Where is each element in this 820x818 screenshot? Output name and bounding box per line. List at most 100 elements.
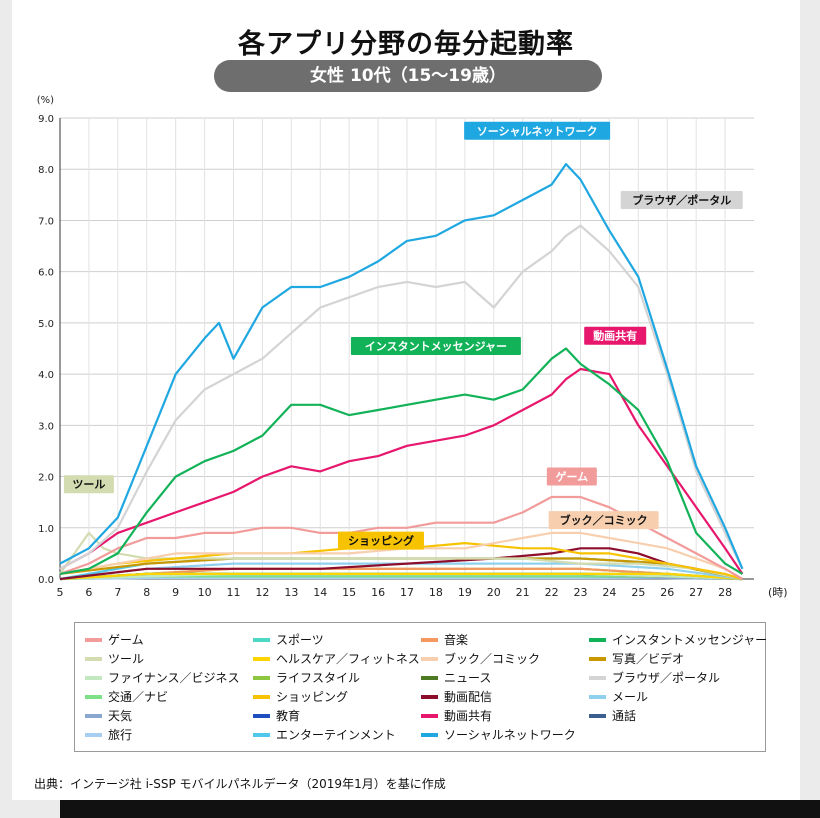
x-tick-label: 20 [487,586,501,599]
legend-item: 天気 [85,707,132,725]
x-tick-label: 21 [516,586,530,599]
series-label-box [548,511,659,530]
series-label: 動画共有 [593,329,637,343]
legend-swatch [589,656,606,661]
x-tick-label: 23 [574,586,588,599]
series-label-box [464,121,611,140]
legend-swatch [85,656,102,661]
y-tick-label: 8.0 [38,165,54,176]
series-label: ゲーム [555,470,588,484]
legend-item: ファイナンス／ビジネス [85,669,240,687]
series-label: インスタントメッセンジャー [365,340,507,353]
legend-item: ゲーム [85,631,144,649]
legend-swatch [85,675,102,680]
legend-label: ニュース [444,671,492,685]
legend-swatch [589,637,606,642]
legend-label: ブラウザ／ポータル [612,671,721,685]
legend-label: 天気 [108,709,133,723]
y-tick-label: 5.0 [38,319,54,330]
x-tick-label: 27 [689,586,703,599]
series-line [59,224,744,570]
y-tick-label: 7.0 [38,216,54,227]
series-line [59,572,743,581]
series-label-box [584,326,647,345]
legend-label: エンターテインメント [276,728,396,742]
x-tick-label: 7 [114,586,121,599]
legend-item: 教育 [253,707,300,725]
series-line [59,163,744,570]
y-tick-label: 4.0 [38,370,54,381]
legend-item: ショッピング [253,688,348,706]
series-line [59,531,743,580]
legend-label: 動画配信 [444,690,493,704]
series-label-box [620,190,743,209]
x-tick-label: 9 [172,586,179,599]
series-label-box [546,467,597,486]
legend-label: 動画共有 [444,709,493,723]
series-label-box [337,531,424,550]
legend-item: 旅行 [85,726,132,744]
legend-label: スポーツ [276,633,324,647]
series-label: ツール [72,478,105,491]
page-title: 各アプリ分野の毎分起動率 [238,29,574,60]
legend-swatch [421,713,438,718]
source-note: 出典：インテージ社 i-SSP モバイルパネルデータ（2019年1月）を基に作成 [34,777,446,791]
y-tick-label: 2.0 [38,473,54,484]
legend-item: ニュース [421,669,491,687]
legend-item: ブラウザ／ポータル [589,669,720,687]
legend-swatch [421,637,438,642]
x-tick-label: 26 [660,586,674,599]
legend-label: ブック／コミック [444,652,541,666]
legend-item: 動画配信 [421,688,492,706]
legend-swatch [253,713,270,718]
series-label: ブラウザ／ポータル [632,193,731,207]
legend-swatch [253,656,270,661]
legend-label: ファイナンス／ビジネス [108,671,240,685]
x-tick-label: 11 [227,586,241,599]
series-line [59,531,743,581]
legend-item: ツール [85,650,144,668]
legend-swatch [589,713,606,718]
x-tick-label: 8 [143,586,150,599]
series-line [59,541,743,581]
line-chart: 0.0 1.0 2.0 3.0 4.0 5.0 6.0 7.0 8.0 9.0 5 6 7 8 9 10 11 1… [37,95,788,599]
x-tick-label: 15 [342,586,356,599]
legend-label: 交通／ナビ [108,690,169,704]
legend-item: インスタントメッセンジャー [589,631,767,649]
x-tick-label: 5 [57,586,64,599]
x-tick-label: 13 [284,586,298,599]
legend-label: ショッピング [276,690,349,704]
x-tick-label: 12 [255,586,269,599]
series-line [59,367,744,575]
x-tick-label: 17 [400,586,414,599]
legend-label: ライフスタイル [276,671,361,685]
x-tick-label: 28 [718,586,732,599]
chart-frame: 各アプリ分野の毎分起動率 女性 10代（15～19歳） 0.0 1.0 2.0 3.0… [12,0,800,800]
legend-swatch [589,675,606,680]
series-line [59,347,743,575]
x-axis-label: (時) [768,586,788,599]
x-tick-label: 19 [458,586,472,599]
legend-label: ヘルスケア／フィットネス [276,652,420,666]
subtitle-badge: 女性 10代（15～19歳） [214,60,602,92]
series-label: ショッピング [348,534,414,548]
x-tick-label: 25 [631,586,645,599]
chart-legend: ゲーム スポーツ 音楽 インスタントメッセンジャーツール ヘルスケア／フィットネス ブック… [74,622,767,752]
legend-swatch [85,713,102,718]
x-tick-label: 14 [313,586,327,599]
legend-swatch [589,694,606,699]
legend-swatch [253,675,270,680]
bottom-bar [60,800,820,818]
legend-swatch [421,656,438,661]
x-tick-label: 6 [85,586,92,599]
legend-item: 音楽 [421,631,468,649]
y-tick-label: 1.0 [38,524,54,535]
legend-item: ブック／コミック [421,650,540,668]
legend-swatch [253,732,270,737]
legend-label: メール [612,690,649,704]
legend-swatch [85,732,102,737]
legend-swatch [421,732,438,737]
y-tick-label: 3.0 [38,421,54,432]
legend-item: ヘルスケア／フィットネス [253,650,420,668]
series-label: ソーシャルネットワーク [477,125,598,138]
